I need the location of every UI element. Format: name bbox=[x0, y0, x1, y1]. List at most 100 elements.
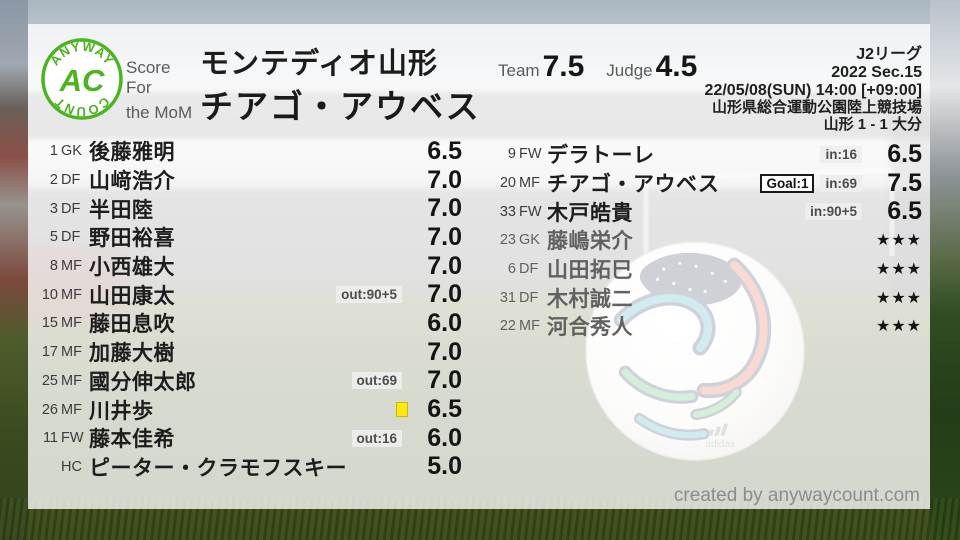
player-rating: 7.0 bbox=[427, 280, 462, 309]
sub-time-badge: out:69 bbox=[351, 372, 402, 390]
player-number: 15 bbox=[41, 315, 58, 332]
sub-time-badge: out:16 bbox=[351, 429, 402, 447]
player-number: 26 bbox=[41, 401, 58, 418]
player-number: 8 bbox=[49, 258, 58, 275]
player-name: 木戸皓貴 bbox=[547, 201, 633, 225]
player-rating: 7.0 bbox=[427, 165, 462, 194]
player-row: 31 DF 木村誠二 ★★★ bbox=[490, 283, 922, 312]
score-summary: Team 7.5 Judge 4.5 bbox=[498, 50, 719, 84]
player-number: 33 bbox=[499, 203, 516, 220]
starters-list: 1 GK 後藤雅明 6.5 2 DF 山﨑浩介 7.0 3 DF 半田陸 7.0… bbox=[32, 137, 462, 481]
sub-time-badge: in:16 bbox=[820, 145, 862, 163]
score-for-label: Score For bbox=[126, 58, 171, 97]
team-score-value: 7.5 bbox=[542, 50, 585, 83]
photo-right-edge bbox=[930, 0, 960, 540]
match-result: 山形 1 - 1 大分 bbox=[823, 116, 922, 134]
player-number: 17 bbox=[41, 344, 58, 361]
player-rating: 7.0 bbox=[427, 194, 462, 223]
player-rating: 7.0 bbox=[427, 222, 462, 251]
league-name: J2リーグ bbox=[856, 46, 922, 63]
player-rating: 6.0 bbox=[427, 308, 462, 337]
player-rating: 7.5 bbox=[887, 168, 922, 197]
player-name: 山田拓巳 bbox=[547, 259, 633, 283]
player-name: 木村誠二 bbox=[547, 287, 633, 311]
player-position: DF bbox=[61, 200, 81, 217]
team-name: モンテディオ山形 bbox=[200, 48, 438, 80]
player-rating: 6.5 bbox=[427, 395, 462, 424]
player-position: HC bbox=[61, 458, 82, 475]
player-name: 川井歩 bbox=[89, 399, 154, 423]
judge-score-label: Judge bbox=[606, 61, 653, 80]
sub-tags: out:90+5 bbox=[336, 286, 410, 304]
venue-name: 山形県総合運動公園陸上競技場 bbox=[711, 99, 922, 117]
player-name: 小西雄大 bbox=[89, 256, 175, 280]
sub-time-badge: in:69 bbox=[820, 174, 862, 192]
player-position: MF bbox=[61, 286, 82, 303]
player-name: 山田康太 bbox=[89, 284, 175, 308]
credit-text: created by anywaycount.com bbox=[673, 485, 920, 506]
player-rating: 6.5 bbox=[887, 197, 922, 226]
player-position: MF bbox=[519, 175, 540, 192]
player-name: 半田陸 bbox=[89, 198, 154, 222]
player-rating: 6.5 bbox=[427, 136, 462, 165]
mom-label: the MoM bbox=[126, 103, 193, 122]
player-row: 20 MF チアゴ・アウベス Goal:1 in:69 7.5 bbox=[490, 169, 922, 198]
anywaycount-logo: ANYWAY COUNT AC bbox=[41, 38, 123, 120]
player-row: 26 MF 川井歩 6.5 bbox=[32, 395, 462, 424]
sub-time-badge: in:90+5 bbox=[805, 203, 862, 221]
player-row: 17 MF 加藤大樹 7.0 bbox=[32, 338, 462, 367]
player-row: 11 FW 藤本佳希 out:16 6.0 bbox=[32, 424, 462, 453]
goal-badge: Goal:1 bbox=[760, 173, 815, 193]
player-name: 野田裕喜 bbox=[89, 227, 175, 251]
player-number: 5 bbox=[49, 229, 58, 246]
player-position: MF bbox=[61, 372, 82, 389]
sub-tags: in:69 bbox=[820, 174, 870, 192]
player-row: 5 DF 野田裕喜 7.0 bbox=[32, 223, 462, 252]
sub-tags: out:69 bbox=[351, 372, 411, 390]
player-rating: 6.0 bbox=[427, 423, 462, 452]
player-rating: ★★★ bbox=[875, 261, 922, 279]
player-position: DF bbox=[519, 261, 539, 278]
player-number: 1 bbox=[49, 143, 58, 160]
player-row: 8 MF 小西雄大 7.0 bbox=[32, 252, 462, 281]
player-row: 25 MF 國分伸太郎 out:69 7.0 bbox=[32, 366, 462, 396]
player-position: MF bbox=[61, 258, 82, 275]
player-number: 2 bbox=[49, 172, 58, 189]
player-name: 山﨑浩介 bbox=[89, 170, 175, 194]
header: Score For モンテディオ山形 the MoM チアゴ・アウベス bbox=[126, 40, 481, 125]
player-position: FW bbox=[519, 203, 542, 220]
player-name: 藤本佳希 bbox=[89, 428, 175, 452]
player-number: 9 bbox=[507, 146, 516, 163]
mom-name: チアゴ・アウベス bbox=[200, 88, 481, 125]
player-row: 10 MF 山田康太 out:90+5 7.0 bbox=[32, 280, 462, 309]
player-name: チアゴ・アウベス bbox=[547, 173, 720, 197]
player-number: 25 bbox=[41, 372, 58, 389]
player-name: デラトーレ bbox=[547, 144, 655, 168]
sub-time-badge: out:90+5 bbox=[336, 286, 402, 304]
player-position: MF bbox=[61, 344, 82, 361]
match-datetime: 22/05/08(SUN) 14:00 [+09:00] bbox=[704, 82, 922, 100]
player-row: 2 DF 山﨑浩介 7.0 bbox=[32, 166, 462, 195]
sub-tags: in:90+5 bbox=[805, 203, 870, 221]
sub-tags: out:16 bbox=[351, 429, 411, 447]
match-info: J2リーグ 2022 Sec.15 22/05/08(SUN) 14:00 [+… bbox=[705, 46, 922, 134]
player-row: 15 MF 藤田息吹 6.0 bbox=[32, 309, 462, 338]
player-number: 3 bbox=[49, 200, 58, 217]
team-score-label: Team bbox=[498, 61, 540, 80]
player-row: 6 DF 山田拓巳 ★★★ bbox=[490, 255, 922, 284]
player-row: HC ピーター・クラモフスキー 5.0 bbox=[32, 452, 462, 482]
player-number: 31 bbox=[499, 289, 516, 306]
player-number: 20 bbox=[499, 175, 516, 192]
logo-monogram: AC bbox=[59, 63, 105, 98]
player-row: 33 FW 木戸皓貴 in:90+5 6.5 bbox=[490, 197, 922, 226]
player-position: GK bbox=[519, 232, 540, 249]
player-name: 藤嶋栄介 bbox=[547, 230, 633, 254]
player-position: MF bbox=[519, 318, 540, 335]
player-row: 1 GK 後藤雅明 6.5 bbox=[32, 137, 462, 166]
player-rating: 7.0 bbox=[427, 251, 462, 280]
player-rating: 5.0 bbox=[427, 452, 462, 481]
player-row: 22 MF 河合秀人 ★★★ bbox=[490, 312, 922, 341]
player-number: 23 bbox=[499, 232, 516, 249]
player-rating: ★★★ bbox=[875, 318, 922, 336]
